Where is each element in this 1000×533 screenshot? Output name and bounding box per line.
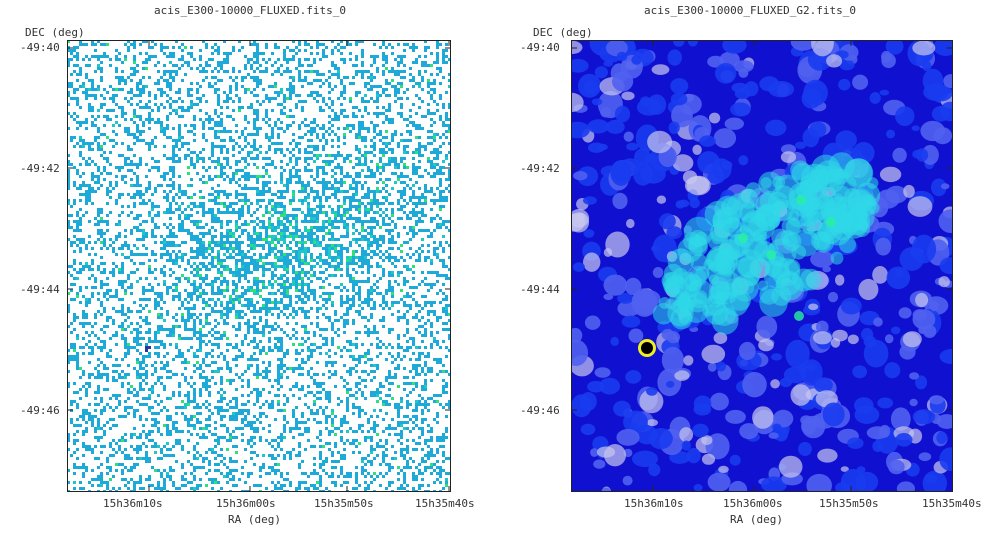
y-tick-label: -49:42 [20, 162, 60, 175]
x-tick-label: 15h35m50s [314, 497, 374, 510]
y-axis-label: DEC (deg) [533, 26, 593, 39]
diffuse-emission [652, 152, 881, 335]
x-tick-label: 15h35m40s [415, 497, 475, 510]
plot-frame [571, 40, 953, 492]
heatmap-plot[interactable] [571, 40, 953, 492]
x-tick-label: 15h36m00s [723, 497, 783, 510]
chart-title: acis_E300-10000_FLUXED_G2.fits_0 [644, 4, 856, 17]
x-tick-label: 15h35m50s [819, 497, 879, 510]
x-tick-label: 15h36m10s [624, 497, 684, 510]
x-tick-label: 15h35m40s [922, 497, 982, 510]
y-tick-label: -49:42 [520, 162, 560, 175]
heatmap-plot[interactable] [67, 40, 451, 492]
y-tick-label: -49:44 [520, 283, 560, 296]
x-axis-label: RA (deg) [228, 513, 281, 526]
x-axis-label: RA (deg) [730, 513, 783, 526]
point-source [145, 346, 151, 352]
count-pixels [67, 40, 451, 492]
y-tick-label: -49:40 [520, 41, 560, 54]
y-tick-label: -49:44 [20, 283, 60, 296]
y-tick-label: -49:46 [520, 404, 560, 417]
left-chart: acis_E300-10000_FLUXED.fits_0 DEC (deg) … [20, 4, 475, 526]
plot-frame [67, 40, 451, 492]
chart-title: acis_E300-10000_FLUXED.fits_0 [153, 4, 347, 17]
heatmap-canvas [67, 40, 451, 492]
y-axis-label: DEC (deg) [25, 26, 85, 39]
right-chart: acis_E300-10000_FLUXED_G2.fits_0 DEC (de… [500, 0, 1000, 533]
heatmap-canvas [571, 40, 953, 492]
y-tick-label: -49:46 [20, 404, 60, 417]
x-tick-label: 15h36m00s [216, 497, 276, 510]
x-tick-label: 15h36m10s [103, 497, 163, 510]
point-source [638, 339, 656, 357]
y-tick-label: -49:40 [20, 41, 60, 54]
